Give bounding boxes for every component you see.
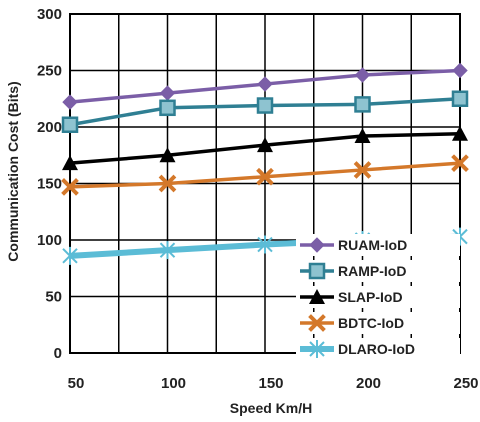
data-point: [257, 235, 273, 254]
y-tick-labels: 0 50 100 150 200 250 300: [37, 6, 62, 362]
data-point: [256, 97, 274, 114]
legend-item-bg: [296, 338, 460, 360]
series-slap-iod: [62, 125, 468, 171]
y-tick-label: 100: [37, 232, 62, 249]
data-point: [159, 241, 176, 260]
legend-item: DLARO-IoD: [296, 338, 460, 360]
y-tick-label: 150: [37, 176, 62, 193]
legend-item: BDTC-IoD: [296, 312, 460, 334]
data-point: [158, 174, 177, 193]
data-point: [61, 178, 79, 196]
x-tick-label: 200: [356, 375, 381, 392]
x-tick-label: 150: [258, 375, 283, 392]
data-point: [159, 85, 176, 101]
series-ramp-iod: [61, 90, 469, 133]
data-point: [309, 289, 325, 304]
data-point: [309, 237, 325, 253]
data-point: [62, 155, 78, 171]
data-point: [257, 76, 273, 92]
y-tick-label: 250: [37, 63, 62, 80]
data-point: [159, 99, 176, 117]
legend-item: RUAM-IoD: [296, 234, 460, 256]
data-point: [62, 246, 78, 265]
data-point: [452, 62, 468, 79]
series-bdtc-iod: [61, 154, 469, 196]
y-tick-label: 200: [37, 119, 62, 136]
data-point: [62, 94, 78, 110]
legend-item-bg: [296, 286, 460, 308]
legend-label: BDTC-IoD: [338, 315, 404, 331]
legend-item: RAMP-IoD: [296, 260, 460, 282]
legend-label: RUAM-IoD: [338, 237, 407, 253]
series-ruam-iod: [62, 62, 468, 110]
legend-label: DLARO-IoD: [338, 341, 415, 357]
data-point: [451, 90, 469, 107]
x-tick-labels: 50 100 150 200 250: [68, 375, 479, 392]
legend-item: SLAP-IoD: [296, 286, 460, 308]
data-point: [256, 167, 274, 186]
legend-item-bg: [296, 312, 460, 334]
legend-item-bg: [296, 234, 460, 256]
data-point: [159, 147, 176, 163]
data-point: [308, 262, 326, 280]
data-point: [308, 314, 326, 332]
x-tick-label: 50: [68, 375, 85, 392]
y-tick-label: 300: [37, 6, 62, 23]
legend-label: SLAP-IoD: [338, 289, 403, 305]
data-point: [354, 96, 371, 113]
legend: RUAM-IoD RAMP-IoD SLAP-IoD BDTC-IoD DLARO-Io…: [296, 234, 460, 360]
y-tick-label: 50: [45, 289, 62, 306]
data-point: [257, 137, 273, 153]
x-axis-label: Speed Km/H: [230, 400, 312, 416]
data-point: [354, 67, 371, 83]
legend-item-bg: [296, 260, 460, 282]
data-point: [451, 154, 469, 172]
y-tick-label: 0: [54, 345, 62, 362]
legend-label: RAMP-IoD: [338, 263, 406, 279]
data-point: [452, 125, 468, 141]
data-point: [353, 161, 372, 179]
y-axis-label: Communication Cost (Bits): [5, 81, 21, 261]
x-tick-label: 100: [161, 375, 186, 392]
data-point: [354, 128, 371, 144]
data-point: [61, 116, 79, 133]
x-tick-label: 250: [453, 375, 478, 392]
data-point: [309, 340, 325, 358]
